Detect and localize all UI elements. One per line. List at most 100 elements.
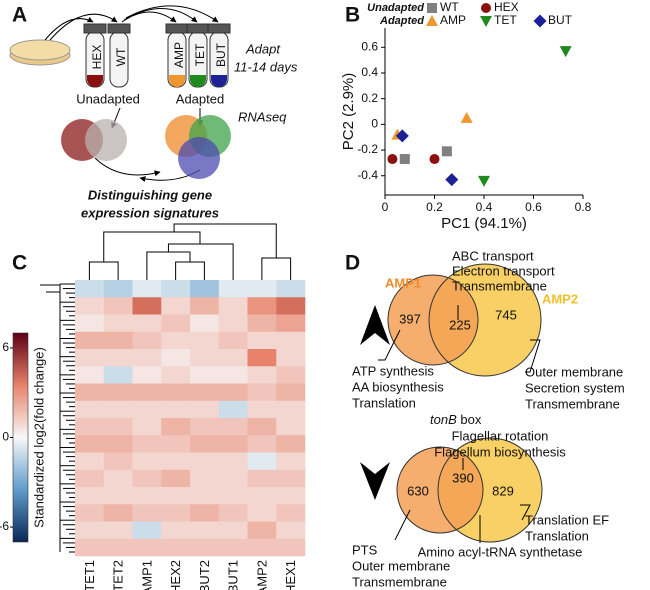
heatmap-cell (247, 538, 277, 557)
panel-label: B (345, 4, 360, 27)
dendrogram (173, 223, 277, 258)
venn-count: 397 (399, 311, 421, 326)
heatmap-cell (218, 469, 248, 488)
dendrogram (167, 243, 234, 280)
heatmap-cell (276, 331, 306, 350)
gene-name: tonB (430, 412, 457, 427)
heatmap-cell (132, 331, 162, 350)
heatmap-cell (247, 469, 277, 488)
legend-label: BUT (548, 13, 573, 27)
heatmap-cell (247, 366, 277, 384)
heatmap-cell (103, 314, 133, 333)
term: Translation (352, 395, 416, 410)
heatmap-cell (190, 280, 220, 298)
point (387, 154, 398, 165)
heatmap-cell (276, 314, 306, 333)
term: Flagellar rotation (452, 428, 549, 443)
heatmap-cell (247, 383, 277, 402)
heatmap-cell (75, 383, 105, 402)
heatmap-cell (276, 349, 306, 367)
heatmap-cell (247, 280, 277, 298)
point (429, 154, 440, 165)
heatmap-cell (190, 504, 220, 522)
heatmap-cell (132, 504, 162, 522)
venn-art (360, 263, 543, 543)
heatmap-cell (276, 504, 306, 522)
point (559, 46, 572, 58)
dendrogram (175, 261, 205, 280)
venn-count: 745 (495, 307, 517, 322)
group-label: Unadapted (76, 91, 140, 106)
term: PTS (352, 542, 378, 557)
heatmap-cell (190, 538, 220, 557)
heatmap-cell (75, 314, 105, 333)
heatmap-cell (103, 280, 133, 298)
point (399, 154, 410, 165)
heatmap-cell (132, 366, 162, 384)
y-tick-label: -0.2 (357, 142, 378, 156)
heatmap-cell (218, 504, 248, 522)
heatmap-cell (161, 521, 191, 540)
heatmap-cell (103, 400, 133, 419)
heatmap-cell (161, 452, 191, 471)
heatmap-cell (218, 418, 248, 436)
heatmap-cell (247, 435, 277, 453)
heatmap-cell (190, 435, 220, 453)
heatmap-cell (161, 280, 191, 298)
heatmap-cell (247, 349, 277, 367)
term: tonB box (430, 412, 482, 427)
heatmap-cell (218, 280, 248, 298)
panel-label: C (12, 252, 27, 275)
heatmap-cell (218, 349, 248, 367)
heatmap-cell (75, 297, 105, 315)
heatmap-cell (276, 383, 306, 402)
heatmap-cell (103, 349, 133, 367)
term: Transmembrane (352, 574, 447, 589)
heatmap-cell (75, 521, 105, 540)
heatmap-cell (218, 487, 248, 505)
x-tick-label: 0 (382, 200, 389, 214)
point (460, 111, 473, 123)
conclusion: expression signatures (81, 205, 219, 220)
dendrogram (88, 261, 119, 280)
heatmap-cell (75, 538, 105, 557)
venn-count: 630 (407, 483, 429, 498)
heatmap-cell (132, 297, 162, 315)
heatmap-cell (75, 331, 105, 350)
heatmap-cell (161, 349, 191, 367)
heatmap-cell (190, 487, 220, 505)
legend-label: AMP (440, 13, 466, 27)
heatmap-cell (103, 331, 133, 350)
heatmap-cell (132, 314, 162, 333)
heatmap-cell (103, 383, 133, 402)
duration-label: 11-14 days (234, 59, 298, 74)
venn-set-label: AMP2 (542, 291, 578, 306)
conclusion: Distinguishing gene (88, 187, 212, 202)
heatmap-cell (75, 418, 105, 436)
heatmap-cell (276, 297, 306, 315)
heatmap-cell (103, 487, 133, 505)
colorbar-label: Standardized log2(fold change) (31, 347, 46, 528)
heatmap-cell (161, 487, 191, 505)
tube-label: AMP (172, 42, 186, 68)
point (478, 175, 490, 187)
heatmap-cell (75, 400, 105, 419)
legend-marker (481, 3, 491, 13)
heatmap-cell (190, 521, 220, 540)
heatmap-cell (103, 521, 133, 540)
dendrogram (103, 231, 201, 262)
heatmap-cell (190, 314, 220, 333)
y-axis-label: PC2 (2.9%) (340, 73, 357, 151)
heatmap-cell (132, 521, 162, 540)
heatmap-cell (276, 366, 306, 384)
heatmap-cell (161, 504, 191, 522)
heatmap-cell (190, 297, 220, 315)
heatmap-cell (132, 487, 162, 505)
heatmap-cell (75, 366, 105, 384)
heatmap-cell (75, 280, 105, 298)
heatmap-cell (276, 418, 306, 436)
heatmap-cell (132, 452, 162, 471)
heatmap-cell (161, 418, 191, 436)
heatmap-cell (103, 366, 133, 384)
